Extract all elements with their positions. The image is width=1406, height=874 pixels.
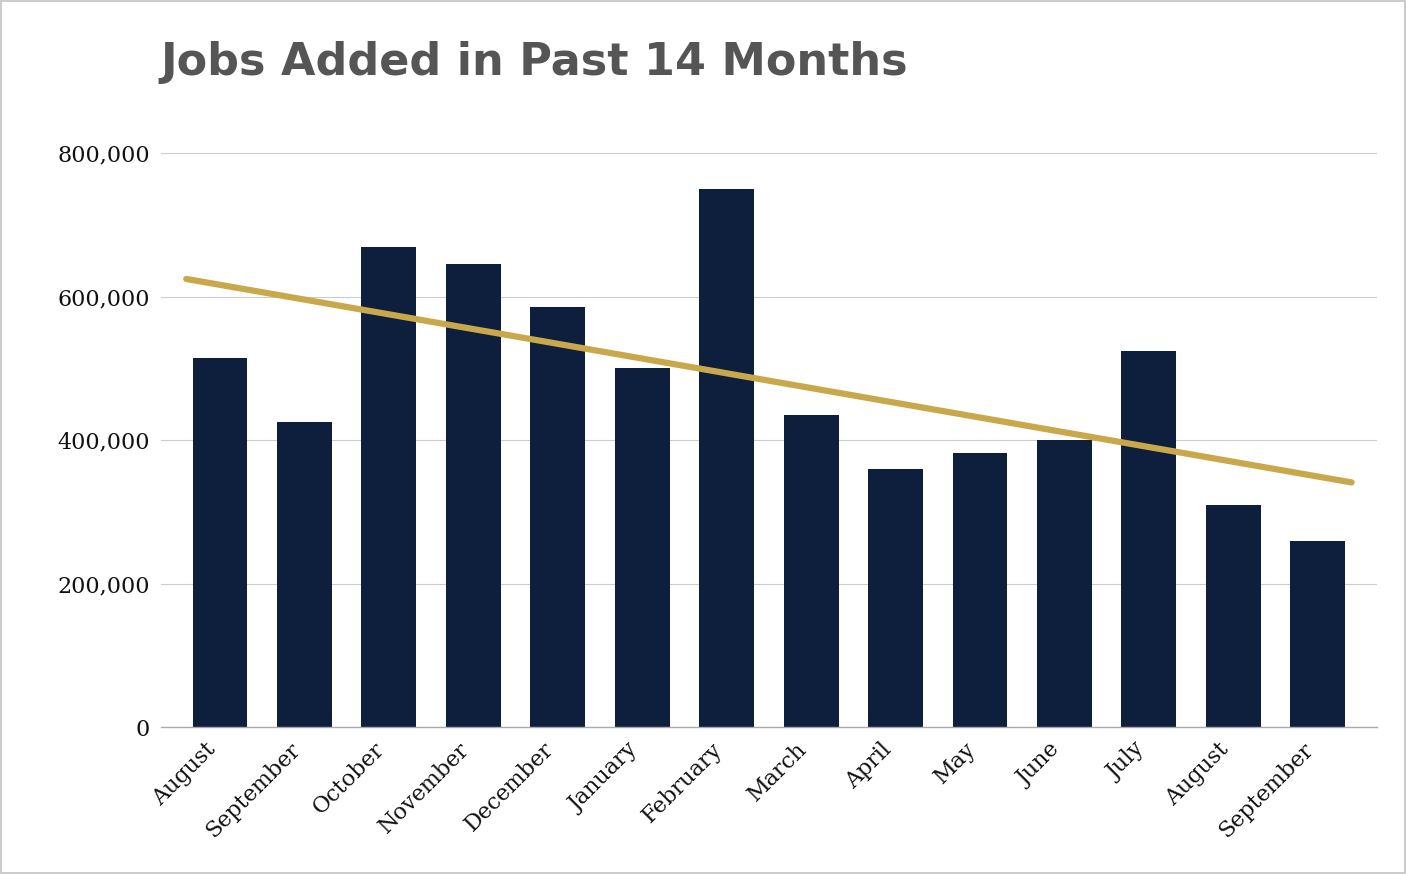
Bar [530, 308, 585, 727]
Bar [614, 369, 669, 727]
Bar [953, 453, 1008, 727]
Bar [1122, 350, 1177, 727]
Bar [783, 415, 838, 727]
Bar [1038, 440, 1092, 727]
Bar [193, 357, 247, 727]
Bar [361, 246, 416, 727]
Bar [277, 422, 332, 727]
Text: Jobs Added in Past 14 Months: Jobs Added in Past 14 Months [160, 41, 908, 84]
Bar [1291, 541, 1346, 727]
Bar [1206, 505, 1261, 727]
Bar [868, 469, 924, 727]
Bar [699, 189, 754, 727]
Bar [446, 265, 501, 727]
